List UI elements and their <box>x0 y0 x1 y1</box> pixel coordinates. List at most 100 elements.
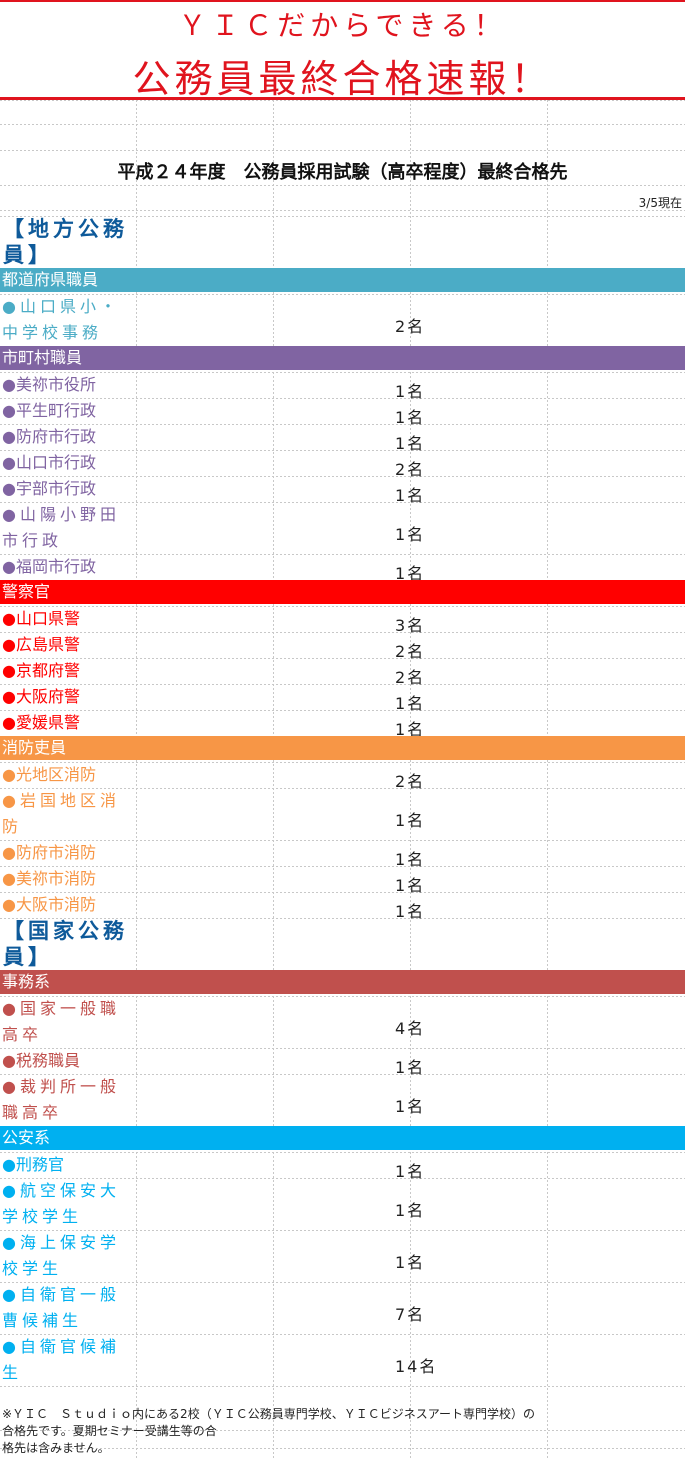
item-count: 1名 <box>395 1201 426 1220</box>
item-name: ●宇部市行政 <box>2 476 136 502</box>
item-name: ●山口市行政 <box>2 450 136 476</box>
list-item: ●自衛官一般 曹候補生 7名 <box>0 1282 685 1334</box>
item-name-line: 校学生 <box>2 1259 63 1278</box>
item-count: 1名 <box>395 564 426 583</box>
list-item: ●山口市行政 2名 <box>0 450 685 479</box>
item-name-line: ●国家一般職 <box>2 999 120 1018</box>
section-heading-line: 員】 <box>3 243 53 267</box>
category-bar: 消防吏員 <box>0 736 685 760</box>
list-item: ●航空保安大 学校学生 1名 <box>0 1178 685 1230</box>
item-count: 1名 <box>395 1097 426 1116</box>
item-count: 1名 <box>395 876 426 895</box>
page-title: 平成２４年度 公務員採用試験（高卒程度）最終合格先 <box>117 162 568 183</box>
item-name-line: ●宇部市行政 <box>2 479 96 498</box>
item-name-line: ●防府市行政 <box>2 427 96 446</box>
list-item: ●福岡市行政 1名 <box>0 554 685 583</box>
list-item: ●愛媛県警 1名 <box>0 710 685 739</box>
item-name-line: 中学校事務 <box>2 323 103 342</box>
item-count: 14名 <box>395 1357 438 1376</box>
list-item: ●宇部市行政 1名 <box>0 476 685 505</box>
list-item: ●刑務官 1名 <box>0 1152 685 1181</box>
item-name-line: ●山口県小・ <box>2 297 120 316</box>
item-count: 1名 <box>395 902 426 921</box>
category-bar: 事務系 <box>0 970 685 994</box>
item-count: 1名 <box>395 1253 426 1272</box>
item-count: 1名 <box>395 1162 426 1181</box>
item-name-line: ●光地区消防 <box>2 765 96 784</box>
list-item: ●広島県警 2名 <box>0 632 685 661</box>
item-count: 4名 <box>395 1019 426 1038</box>
list-item: ●大阪市消防 1名 <box>0 892 685 921</box>
category-bar: 警察官 <box>0 580 685 604</box>
list-item: ●山口県警 3名 <box>0 606 685 635</box>
item-name: ●京都府警 <box>2 658 136 684</box>
banner-headline: 公務員最終合格速報！ <box>132 57 553 101</box>
item-count: 1名 <box>395 1058 426 1077</box>
item-name: ●刑務官 <box>2 1152 136 1178</box>
footnote-line: 合格先です。夏期セミナー受講生等の合 <box>2 1424 217 1438</box>
list-item: ●光地区消防 2名 <box>0 762 685 791</box>
banner-tagline: ＹＩＣだからできる！ <box>178 9 507 42</box>
category-bar: 公安系 <box>0 1126 685 1150</box>
footnote-line: ※ＹＩＣ Ｓｔｕｄｉｏ内にある2校（ＹＩＣ公務員専門学校、ＹＩＣビジネスアート専… <box>2 1407 535 1421</box>
section-heading-line: 員】 <box>3 945 53 969</box>
item-name: ●海上保安学 校学生 <box>2 1230 136 1282</box>
item-name: ●自衛官候補生 <box>2 1334 136 1386</box>
item-name-line: 防 <box>2 817 23 836</box>
item-name: ●大阪市消防 <box>2 892 136 918</box>
item-name-line: 市行政 <box>2 531 63 550</box>
item-count: 1名 <box>395 434 426 453</box>
item-count: 1名 <box>395 382 426 401</box>
item-name-line: ●山陽小野田 <box>2 505 120 524</box>
list-item: ●裁判所一般 職高卒 1名 <box>0 1074 685 1126</box>
item-count: 1名 <box>395 408 426 427</box>
section-heading: 【国家公務 員】 <box>3 918 128 970</box>
item-name-line: ●美祢市消防 <box>2 869 96 888</box>
item-name: ●大阪府警 <box>2 684 136 710</box>
footnote: ※ＹＩＣ Ｓｔｕｄｉｏ内にある2校（ＹＩＣ公務員専門学校、ＹＩＣビジネスアート専… <box>2 1406 672 1457</box>
item-count: 1名 <box>395 850 426 869</box>
item-name: ●自衛官一般 曹候補生 <box>2 1282 136 1334</box>
item-name-line: ●海上保安学 <box>2 1233 120 1252</box>
category-bar: 都道府県職員 <box>0 268 685 292</box>
item-name: ●美祢市消防 <box>2 866 136 892</box>
item-name-line: ●税務職員 <box>2 1051 80 1070</box>
item-count: 1名 <box>395 811 426 830</box>
item-name-line: ●防府市消防 <box>2 843 96 862</box>
banner-bottom-rule <box>0 97 685 100</box>
item-name: ●福岡市行政 <box>2 554 136 580</box>
item-count: 2名 <box>395 668 426 687</box>
list-item: ●京都府警 2名 <box>0 658 685 687</box>
item-count: 2名 <box>395 460 426 479</box>
list-item: ●美祢市役所 1名 <box>0 372 685 401</box>
item-name: ●裁判所一般 職高卒 <box>2 1074 136 1126</box>
headline-banner: ＹＩＣだからできる！ 公務員最終合格速報！ <box>0 0 685 101</box>
item-count: 7名 <box>395 1305 426 1324</box>
item-name-line: ●自衛官一般 <box>2 1285 120 1304</box>
item-name: ●平生町行政 <box>2 398 136 424</box>
item-name-line: ●広島県警 <box>2 635 80 654</box>
item-name: ●航空保安大 学校学生 <box>2 1178 136 1230</box>
item-name: ●防府市行政 <box>2 424 136 450</box>
item-name-line: ●航空保安大 <box>2 1181 120 1200</box>
item-count: 2名 <box>395 772 426 791</box>
item-name: ●岩国地区消防 <box>2 788 136 840</box>
as-of-date: 3/5現在 <box>638 196 682 210</box>
list-item: ●税務職員 1名 <box>0 1048 685 1077</box>
item-name: ●山口県警 <box>2 606 136 632</box>
item-name-line: ●美祢市役所 <box>2 375 96 394</box>
item-name-line: ●京都府警 <box>2 661 80 680</box>
item-name-line: ●山口市行政 <box>2 453 96 472</box>
item-name-line: ●刑務官 <box>2 1155 64 1174</box>
item-name: ●愛媛県警 <box>2 710 136 736</box>
item-name-line: 曹候補生 <box>2 1311 83 1330</box>
banner-top-rule <box>0 0 685 2</box>
item-name-line: ●山口県警 <box>2 609 80 628</box>
list-item: ●山陽小野田 市行政 1名 <box>0 502 685 554</box>
item-count: 2名 <box>395 642 426 661</box>
list-item: ●防府市行政 1名 <box>0 424 685 453</box>
item-name: ●山口県小・ 中学校事務 <box>2 294 136 346</box>
item-count: 2名 <box>395 317 426 336</box>
item-name-line: 高卒 <box>2 1025 43 1044</box>
